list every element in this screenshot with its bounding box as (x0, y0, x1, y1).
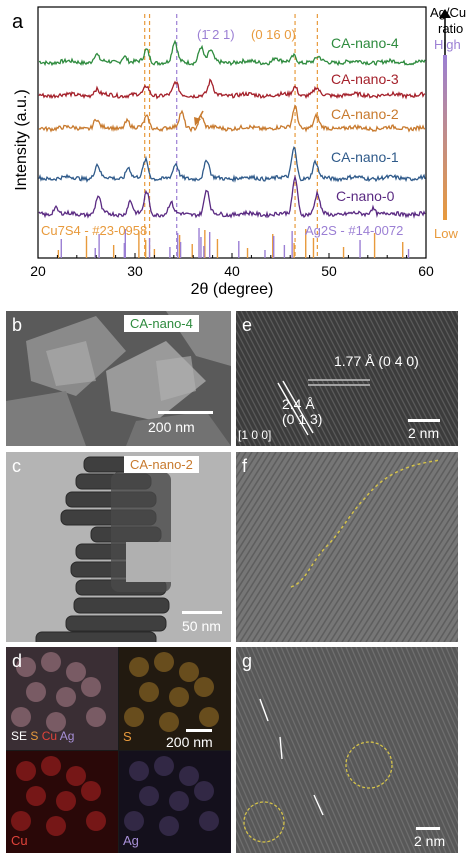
panel-d-eds-maps: d SE S Cu Ag S 200 nm Cu Ag (6, 647, 231, 853)
panel-c-tem: c CA-nano-2 50 nm (6, 452, 231, 642)
nanorod-stack-image (6, 452, 231, 642)
series-line-CA-nano-2 (38, 104, 426, 133)
y-axis-label: Intensity (a.u.) (13, 89, 30, 190)
ref-ag2s-label: Ag2S - #14-0072 (305, 223, 403, 238)
zone-axis: [1 0 0] (238, 428, 272, 442)
panel-b-scale-label: 200 nm (148, 419, 195, 435)
eds-map-grid (6, 647, 231, 853)
x-tick-label: 40 (224, 263, 240, 279)
fringe-image (236, 452, 458, 642)
ref-cu7s4-label: Cu7S4 - #23-0958 (41, 223, 147, 238)
panel-g-hrtem: g 2 nm (236, 647, 458, 853)
defect-mark-3 (313, 794, 324, 816)
ratio-high: High (434, 37, 461, 52)
panel-b-sem: b CA-nano-4 200 nm (6, 311, 231, 446)
series-line-CA-nano-1 (38, 145, 426, 183)
panel-b-scale-bar (158, 411, 213, 414)
map-label-ag: Ag (123, 833, 139, 848)
panel-d-scale-bar (186, 729, 212, 732)
series-label-CA-nano-3: CA-nano-3 (331, 71, 399, 87)
series-label-CA-nano-1: CA-nano-1 (331, 149, 399, 165)
x-tick-label: 60 (418, 263, 434, 279)
x-tick-label: 30 (127, 263, 143, 279)
panel-c-scale-label: 50 nm (182, 618, 221, 634)
panel-g-scale-bar (416, 827, 440, 830)
panel-c-letter: c (12, 456, 21, 476)
series-line-C-nano-0 (38, 174, 426, 219)
panel-e-hrtem: e 1.77 Å (0 4 0) 2.4 Å (0 1 3) [1 0 0] 2… (236, 311, 458, 446)
highlight-circle-2 (243, 801, 285, 843)
ratio-title-1: Ag/Cu (430, 5, 466, 20)
ratio-title-2: ratio (438, 21, 463, 36)
d-spacing-line-2 (282, 380, 314, 434)
ratio-gradient-bar (443, 55, 447, 220)
panel-a-letter: a (12, 11, 24, 33)
defect-image (236, 647, 458, 853)
plane-013: (0 1 3) (282, 411, 323, 427)
lattice-fringes (236, 311, 458, 446)
series-line-CA-nano-4 (38, 39, 426, 67)
panel-e-scale-label: 2 nm (408, 425, 440, 441)
series-label-C-nano-0: C-nano-0 (336, 188, 395, 204)
series-line-CA-nano-3 (38, 78, 426, 100)
panel-e-scale-bar (408, 419, 440, 422)
panel-f-letter: f (242, 456, 248, 476)
panel-c-scale-bar (182, 611, 222, 614)
panel-c-sample-tag: CA-nano-2 (124, 456, 199, 473)
defect-mark-1 (259, 698, 269, 722)
panel-f-hrtem: f (236, 452, 458, 642)
legend-cu: Cu (41, 729, 58, 743)
peak-label-0160: (0 16 0) (251, 27, 296, 42)
legend-ag: Ag (59, 729, 75, 743)
x-axis-label: 2θ (degree) (191, 281, 274, 298)
map-label-s: S (123, 729, 132, 744)
series-label-CA-nano-2: CA-nano-2 (331, 106, 399, 122)
d-spacing-24: 2.4 Å (282, 396, 315, 412)
ratio-low: Low (434, 226, 458, 241)
panel-g-scale-label: 2 nm (414, 833, 446, 849)
panel-b-sample-tag: CA-nano-4 (124, 315, 199, 332)
x-tick-label: 20 (30, 263, 46, 279)
x-tick-label: 50 (321, 263, 337, 279)
map-label-cu: Cu (11, 833, 28, 848)
legend-se: SE (11, 729, 28, 743)
panel-g-letter: g (242, 651, 253, 671)
defect-mark-2 (279, 736, 283, 760)
highlight-circle-1 (345, 741, 393, 789)
arrow-indicator-head (194, 117, 201, 126)
panel-d-scale-label: 200 nm (166, 734, 213, 750)
peak-label-121: (1̄ 2 1) (197, 27, 235, 42)
ratio-arrow-icon (439, 9, 451, 18)
panel-e-letter: e (242, 315, 253, 335)
panel-d-letter: d (12, 651, 23, 671)
legend-s: S (30, 729, 39, 743)
d-spacing-line-1 (277, 382, 309, 436)
xrd-chart: CA-nano-4 CA-nano-3 CA-nano-2 CA-nano-1 C-na… (12, 5, 466, 298)
overlay-legend: SE S Cu Ag (11, 729, 74, 743)
series-label-CA-nano-4: CA-nano-4 (331, 35, 399, 51)
d-spacing-040: 1.77 Å (0 4 0) (334, 353, 419, 369)
sem-texture (6, 311, 231, 446)
panel-b-letter: b (12, 315, 23, 335)
